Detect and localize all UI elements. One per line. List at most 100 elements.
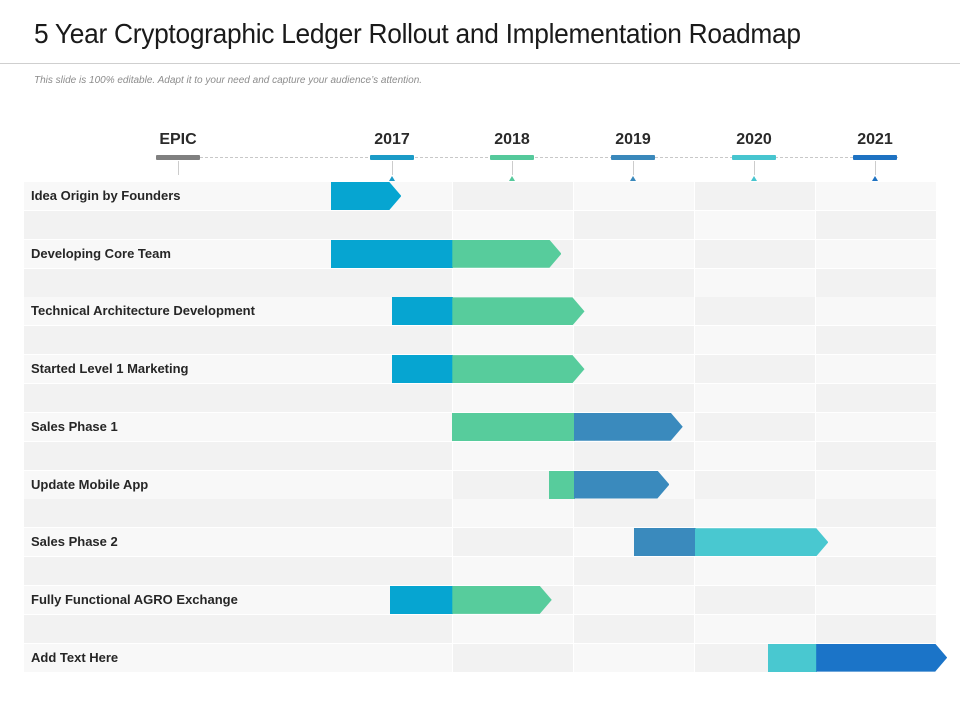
grid-cell [574, 297, 694, 326]
grid-cell [331, 326, 452, 355]
epic-row-label: Sales Phase 2 [31, 534, 118, 550]
year-marker-2017 [389, 176, 395, 181]
grid-cell [453, 268, 573, 297]
grid-cell [453, 441, 573, 470]
grid-cell [816, 412, 936, 441]
gantt-bar-segment [452, 586, 551, 614]
gantt-bar-segment [767, 643, 818, 672]
year-tick-2021 [875, 161, 876, 175]
timeline-header-line [175, 157, 898, 158]
grid-cell [574, 643, 694, 672]
grid-cell [331, 614, 452, 643]
grid-cell [816, 355, 936, 384]
grid-cell [816, 470, 936, 499]
grid-cell [331, 557, 452, 586]
grid-cell [574, 585, 694, 614]
gantt-bar-segment [391, 297, 454, 326]
grid-cell [453, 643, 573, 672]
year-marker-2018 [509, 176, 515, 181]
grid-cell [695, 499, 815, 528]
label-band [24, 239, 331, 268]
gantt-bar-segment [452, 297, 584, 325]
year-tick-2020 [754, 161, 755, 175]
epic-tick [178, 161, 179, 175]
title-divider [0, 63, 960, 64]
grid-cell [331, 268, 452, 297]
epic-row-label: Started Level 1 Marketing [31, 361, 189, 377]
grid-cell [453, 383, 573, 412]
grid-cell [695, 326, 815, 355]
label-band [24, 326, 331, 355]
grid-cell [453, 210, 573, 239]
epic-row-label: Developing Core Team [31, 245, 171, 261]
label-band [24, 470, 331, 499]
grid-cell [695, 210, 815, 239]
grid-cell [816, 297, 936, 326]
grid-cell [695, 239, 815, 268]
gantt-bar-segment [634, 528, 696, 557]
gantt-bar-segment [816, 644, 947, 672]
grid-cell [695, 470, 815, 499]
grid-cell [453, 182, 573, 210]
grid-cell [695, 614, 815, 643]
grid-cell [331, 499, 452, 528]
grid-cell [574, 441, 694, 470]
year-label-2019: 2019 [615, 131, 651, 148]
grid-cell [695, 441, 815, 470]
gantt-bar-segment [695, 528, 828, 556]
year-marker-2020 [751, 176, 757, 181]
epic-row-label: Sales Phase 1 [31, 418, 118, 434]
year-label-2021: 2021 [857, 131, 893, 148]
epic-header-bar [156, 155, 200, 160]
grid-cell [816, 528, 936, 557]
grid-cell [574, 210, 694, 239]
gantt-bar-segment [574, 471, 670, 499]
label-band [24, 643, 331, 672]
epic-row-label: Update Mobile App [31, 476, 149, 492]
gantt-bar-segment [574, 413, 683, 441]
grid-cell [574, 326, 694, 355]
label-band [24, 182, 331, 210]
grid-cell [331, 412, 452, 441]
label-band [24, 614, 331, 643]
grid-cell [695, 355, 815, 384]
label-band [24, 297, 331, 326]
year-label-2018: 2018 [494, 131, 530, 148]
year-tick-2019 [633, 161, 634, 175]
grid-cell [453, 557, 573, 586]
grid-cell [453, 499, 573, 528]
gantt-bar-segment [391, 355, 454, 384]
year-header-bar-2021 [853, 155, 897, 160]
year-label-2020: 2020 [736, 131, 772, 148]
grid-cell [816, 268, 936, 297]
label-band [24, 210, 331, 239]
grid-cell [816, 557, 936, 586]
label-band [24, 557, 331, 586]
grid-cell [453, 326, 573, 355]
label-band [24, 585, 331, 614]
grid-cell [574, 557, 694, 586]
grid-cell [695, 557, 815, 586]
gantt-bar-segment [549, 470, 575, 499]
grid-cell [695, 297, 815, 326]
grid-cell [816, 182, 936, 210]
year-tick-2017 [392, 161, 393, 175]
slide-subtitle: This slide is 100% editable. Adapt it to… [34, 75, 423, 86]
grid-cell [331, 643, 452, 672]
grid-cell [816, 239, 936, 268]
grid-cell [574, 499, 694, 528]
year-label-2017: 2017 [374, 131, 410, 148]
year-header-bar-2018 [490, 155, 534, 160]
gantt-bar-segment [452, 355, 584, 383]
grid-cell [331, 441, 452, 470]
grid-cell [574, 239, 694, 268]
epic-row-label: Technical Architecture Development [31, 303, 255, 319]
grid-cell [695, 383, 815, 412]
grid-cell [816, 210, 936, 239]
label-band [24, 383, 331, 412]
grid-cell [574, 268, 694, 297]
grid-cell [816, 441, 936, 470]
gantt-bar-segment [452, 240, 561, 268]
grid-cell [695, 268, 815, 297]
grid-cell [574, 383, 694, 412]
